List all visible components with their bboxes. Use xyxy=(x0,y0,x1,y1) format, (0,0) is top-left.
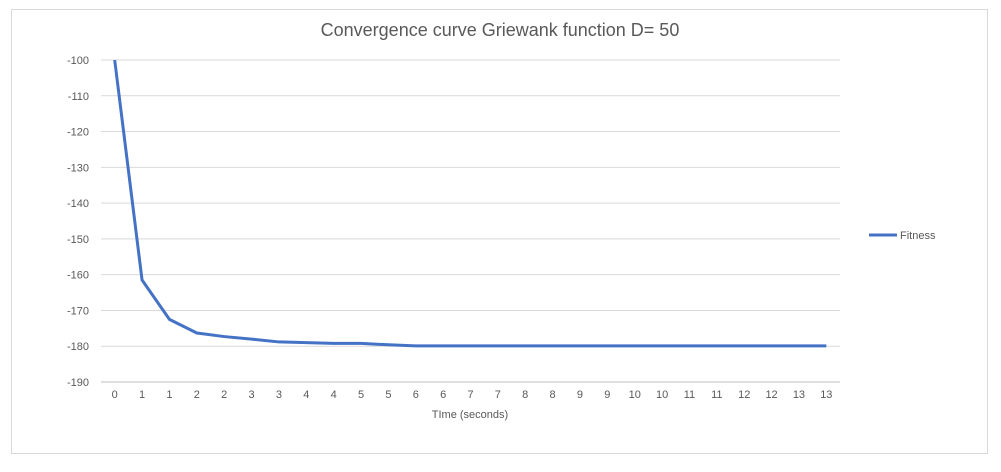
x-tick-label: 3 xyxy=(248,389,254,401)
x-tick-label: 11 xyxy=(684,389,695,401)
x-tick-label: 2 xyxy=(194,389,200,401)
y-tick-label: -130 xyxy=(67,162,89,174)
x-tick-label: 5 xyxy=(358,389,364,401)
chart-title: Convergence curve Griewank function D= 5… xyxy=(321,20,680,40)
y-tick-label: -140 xyxy=(67,198,89,210)
x-axis-title: TIme (seconds) xyxy=(432,409,508,421)
chart-area xyxy=(11,9,988,454)
x-tick-label: 10 xyxy=(656,389,668,401)
y-tick-label: -190 xyxy=(67,377,89,389)
x-tick-label: 7 xyxy=(467,389,473,401)
y-tick-label: -170 xyxy=(67,305,89,317)
x-axis-ticks: 0 1 1 2 2 3 3 4 4 5 5 6 6 7 7 8 8 9 9 10 10 11 11 12 12 13 13 xyxy=(112,389,833,401)
x-tick-label: 4 xyxy=(303,389,309,401)
x-tick-label: 9 xyxy=(577,389,583,401)
y-axis-ticks: -100 -110 -120 -130 -140 -150 -160 -170 -180 -190 xyxy=(67,55,89,389)
x-tick-label: 9 xyxy=(604,389,610,401)
x-tick-label: 4 xyxy=(331,389,337,401)
y-tick-label: -120 xyxy=(67,127,89,139)
legend-label: Fitness xyxy=(900,230,936,242)
x-tick-label: 13 xyxy=(820,389,832,401)
y-tick-label: -100 xyxy=(67,55,89,67)
series-group xyxy=(113,59,827,348)
y-tick-label: -110 xyxy=(68,91,89,103)
x-tick-label: 2 xyxy=(221,389,227,401)
legend: Fitness xyxy=(869,230,936,242)
x-tick-label: 8 xyxy=(550,389,556,401)
x-tick-label: 1 xyxy=(139,389,145,401)
x-tick-label: 0 xyxy=(112,389,118,401)
x-tick-label: 1 xyxy=(166,389,172,401)
x-tick-label: 6 xyxy=(440,389,446,401)
y-tick-label: -160 xyxy=(67,270,89,282)
x-tick-label: 7 xyxy=(495,389,501,401)
series-line-fitness xyxy=(113,59,827,348)
x-tick-label: 12 xyxy=(738,389,750,401)
x-tick-label: 11 xyxy=(711,389,722,401)
x-tick-label: 5 xyxy=(385,389,391,401)
x-tick-label: 13 xyxy=(793,389,805,401)
x-tick-label: 6 xyxy=(413,389,419,401)
y-tick-label: -180 xyxy=(67,341,89,353)
x-tick-label: 10 xyxy=(629,389,641,401)
y-tick-label: -150 xyxy=(67,234,89,246)
x-tick-label: 8 xyxy=(522,389,528,401)
x-tick-label: 12 xyxy=(765,389,777,401)
x-tick-label: 3 xyxy=(276,389,282,401)
